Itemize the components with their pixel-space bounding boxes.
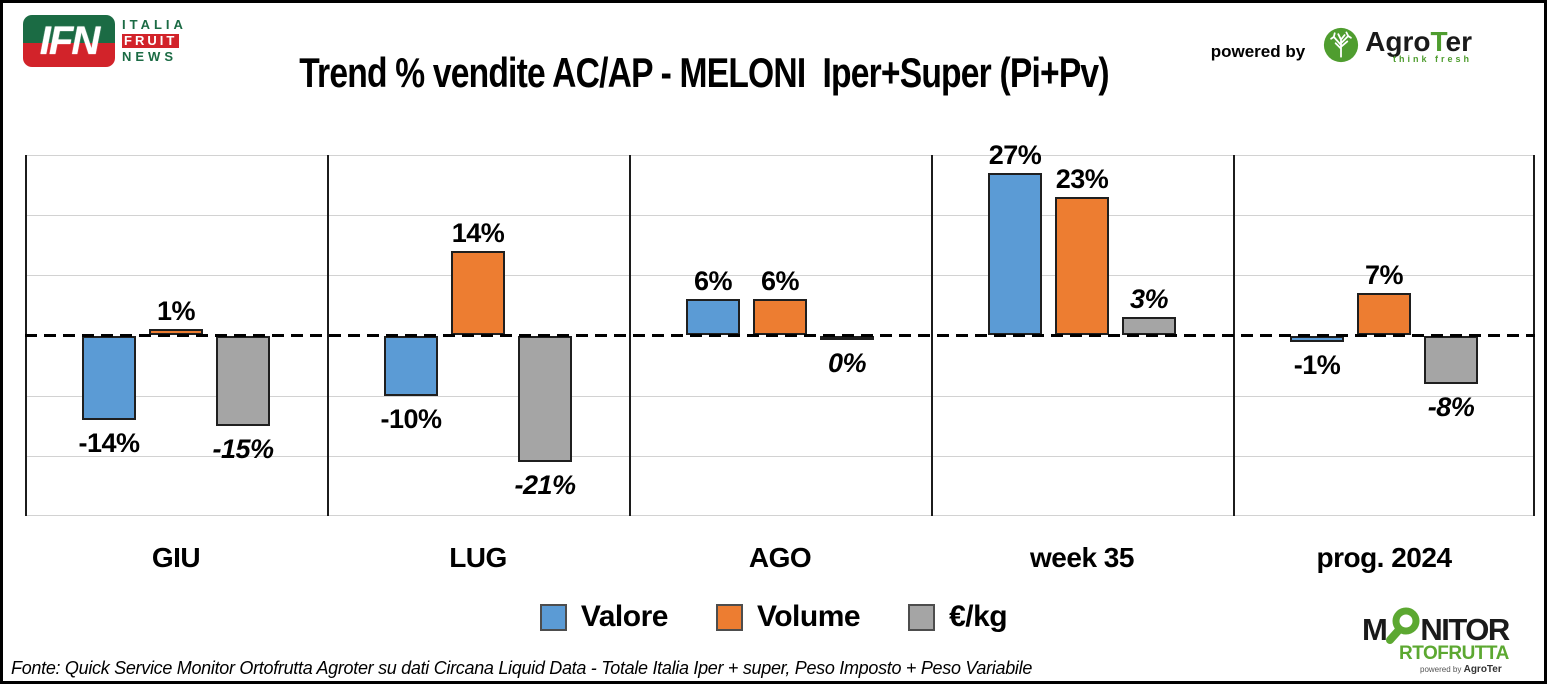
bar-Volume-prog. 2024 (1357, 293, 1411, 336)
gridline (25, 455, 1535, 457)
powered-by-label: powered by (1210, 41, 1306, 61)
bar-Valore-GIU (82, 335, 136, 420)
bar-value-label: 3% (1129, 284, 1169, 315)
legend-label: €/kg (949, 600, 1008, 633)
legend-swatch (715, 603, 743, 631)
bar-€/kg-LUG (518, 335, 572, 462)
title-wrap: Trend % vendite AC/AP - MELONI Iper+Supe… (163, 49, 1244, 97)
bar-value-label: 27% (988, 140, 1042, 171)
ifn-line-news: NEWS (122, 49, 177, 64)
bar-value-label: -10% (380, 403, 442, 434)
legend-item-Volume: Volume (715, 600, 861, 634)
zero-axis-line (25, 334, 1535, 337)
bar-€/kg-GIU (216, 335, 270, 426)
bar-Volume-AGO (753, 299, 807, 336)
bar-value-label: 0% (827, 347, 867, 378)
legend-swatch (908, 603, 936, 631)
x-axis-label-week 35: week 35 (1030, 542, 1134, 573)
gridline (25, 275, 1535, 277)
monitor-wordmark: M NITOR (1362, 607, 1532, 652)
bar-Valore-LUG (384, 335, 438, 396)
x-axis-label-prog. 2024: prog. 2024 (1316, 542, 1452, 573)
ifn-monogram: IFN (23, 15, 115, 67)
gridline (25, 395, 1535, 397)
x-axis-label-AGO: AGO (748, 542, 812, 573)
ifn-wordmark: ITALIA FRUIT NEWS (122, 18, 187, 64)
chart-title: Trend % vendite AC/AP - MELONI Iper+Supe… (298, 49, 1109, 96)
bar-Valore-AGO (686, 299, 740, 336)
bar-Volume-week 35 (1055, 197, 1109, 336)
monitor-powered-by: powered by AgroTer (1420, 664, 1502, 675)
agroter-tagline: think fresh (1392, 54, 1472, 64)
magnifier-icon (1385, 607, 1421, 652)
powered-by-block: powered by AgroTer think fresh (1211, 27, 1472, 68)
bar-value-label: 23% (1055, 164, 1109, 195)
source-note: Fonte: Quick Service Monitor Ortofrutta … (11, 658, 1033, 678)
gridline (25, 215, 1535, 217)
agroter-wordmark: AgroTer (1365, 26, 1472, 57)
bar-value-label: 14% (451, 218, 505, 249)
monitor-subwordmark: RTOFRUTTA (1399, 643, 1509, 664)
chart-plot-area: -14% 1% -15% GIU -10% 14% -21% LUG 6% 6% 0% AGO 27% 2… (25, 140, 1535, 573)
chart-legend: Valore Volume €/kg (3, 600, 1544, 634)
legend-item-Valore: Valore (539, 600, 669, 634)
legend-item-€/kg: €/kg (908, 600, 1008, 634)
bar-value-label: 1% (156, 296, 196, 327)
bar-€/kg-week 35 (1122, 317, 1176, 336)
ifn-line-italia: ITALIA (122, 17, 187, 32)
bar-value-label: -21% (514, 469, 576, 500)
bar-value-label: 7% (1364, 260, 1404, 291)
bar-value-label: -14% (78, 427, 140, 458)
bar-value-label: 6% (693, 266, 733, 297)
ifn-logo: IFN ITALIA FRUIT NEWS (23, 15, 187, 67)
bar-value-label: -8% (1427, 391, 1475, 422)
ifn-line-fruit: FRUIT (122, 33, 180, 48)
agroter-tree-icon (1323, 27, 1359, 68)
bar-value-label: -15% (212, 433, 274, 464)
bar-value-label: -1% (1293, 349, 1341, 380)
gridline (25, 155, 1535, 156)
legend-label: Volume (756, 600, 861, 633)
bar-value-label: 6% (760, 266, 800, 297)
bar-Valore-week 35 (988, 173, 1042, 336)
monitor-ortofrutta-logo: M NITOR RTOFRUTTA powered by AgroTer (1362, 607, 1532, 675)
x-axis-label-GIU: GIU (151, 542, 201, 573)
gridline (25, 515, 1535, 516)
legend-swatch (539, 603, 567, 631)
bar-€/kg-prog. 2024 (1424, 335, 1478, 384)
agroter-logo: AgroTer think fresh (1323, 27, 1472, 68)
x-axis-label-LUG: LUG (449, 542, 507, 573)
bar-Volume-LUG (451, 251, 505, 336)
legend-label: Valore (580, 600, 669, 633)
